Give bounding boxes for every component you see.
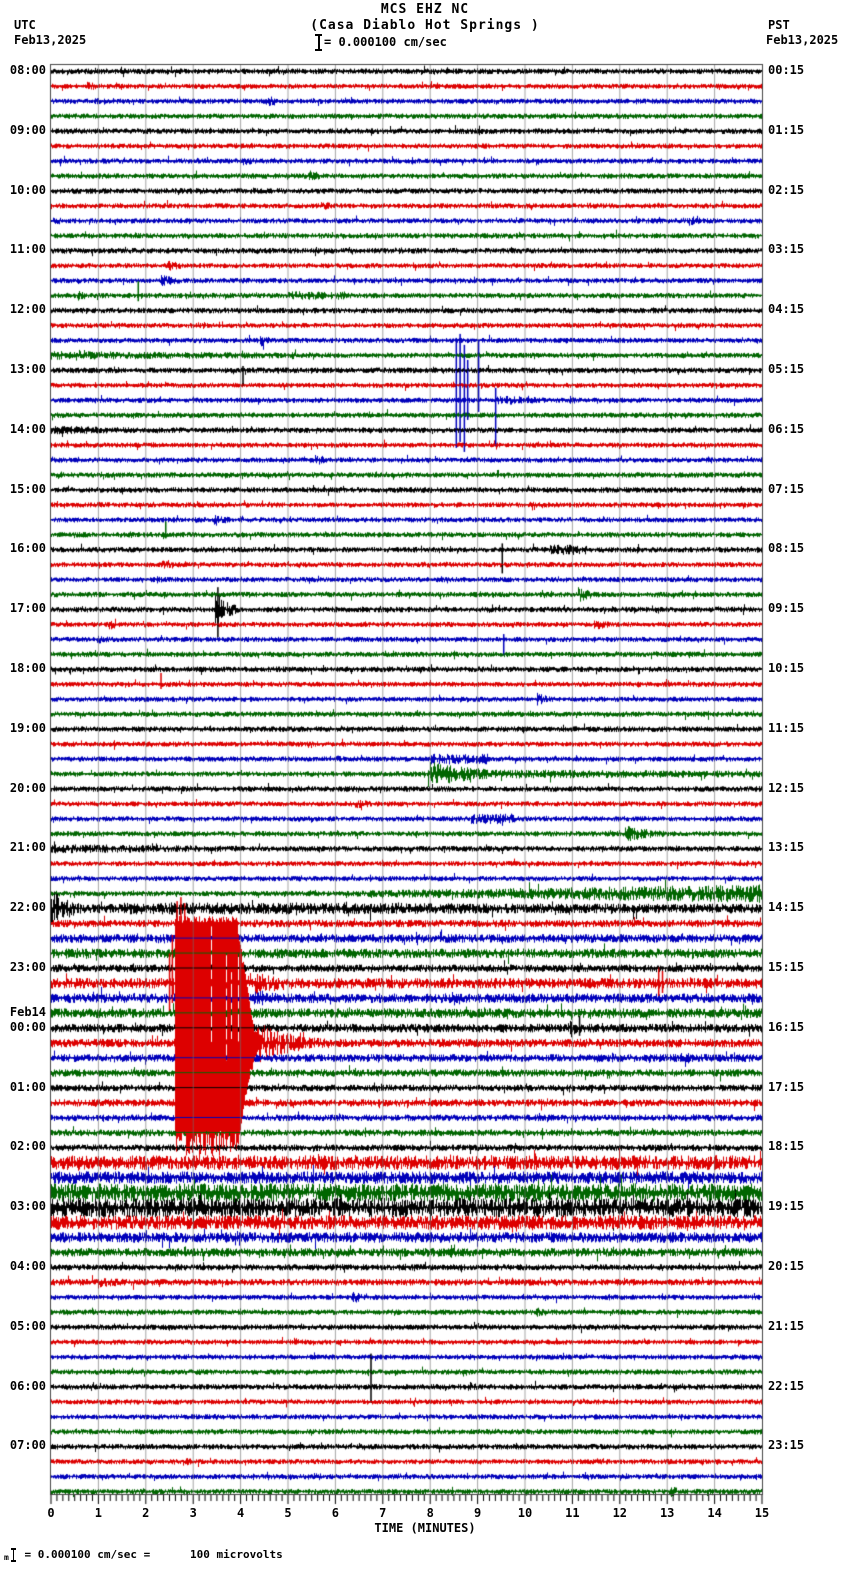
utc-hour-label: 22:00 [9,900,46,915]
pst-hour-label: 06:15 [768,421,805,436]
pst-hour-label: 07:15 [768,481,805,496]
utc-hour-label: 13:00 [9,362,46,376]
utc-hour-label: 21:00 [9,840,46,855]
footnote: m = 0.000100 cm/sec = 100 microvolts [4,1548,283,1562]
x-tick-label: 3 [189,1506,197,1520]
amplitude-scale-legend: = 0.000100 cm/sec [313,34,447,51]
x-tick-label: 12 [612,1506,628,1520]
pst-hour-label: 13:15 [768,840,805,855]
pst-hour-label: 20:15 [768,1259,805,1273]
x-tick-label: 15 [754,1506,770,1520]
utc-hour-label: 06:00 [9,1378,46,1393]
pst-hour-label: 02:15 [768,182,805,197]
utc-hour-label: 14:00 [9,421,46,436]
x-tick-label: 10 [517,1506,533,1520]
x-tick-label: 8 [426,1506,434,1520]
pst-hour-label: 14:15 [768,900,805,915]
utc-date-label: Feb13,2025 [14,33,87,47]
pst-hour-label: 12:15 [768,780,805,795]
x-tick-label: 5 [284,1506,292,1520]
utc-hour-label: 04:00 [9,1259,46,1273]
footnote-text: = 0.000100 cm/sec = 100 microvolts [17,1548,283,1561]
pst-hour-label: 15:15 [768,960,805,974]
scale-bar-icon [315,34,322,51]
x-tick-label: 7 [379,1506,387,1520]
pst-hour-label: 00:15 [768,63,805,77]
utc-date-change-label: Feb14 [9,1004,46,1019]
pst-hour-label: 04:15 [768,302,805,317]
x-tick-label: 0 [47,1506,55,1520]
utc-hour-label: 01:00 [9,1079,46,1094]
x-axis-title: TIME (MINUTES) [374,1521,476,1535]
utc-hour-label: 23:00 [9,960,46,974]
x-tick-label: 2 [142,1506,150,1520]
utc-hour-label: 09:00 [9,122,46,137]
utc-hour-label: 00:00 [9,1019,46,1034]
utc-hour-label: 19:00 [9,720,46,735]
x-tick-label: 14 [707,1506,722,1520]
utc-timezone-label: UTC [14,18,36,32]
pst-hour-label: 08:15 [768,541,805,556]
utc-hour-label: 10:00 [9,182,46,197]
utc-hour-label: 16:00 [9,541,46,556]
pst-hour-label: 16:15 [768,1019,805,1034]
utc-hour-label: 12:00 [9,302,46,317]
x-tick-label: 4 [236,1506,245,1520]
station-code-title: MCS EHZ NC [380,2,470,17]
utc-hour-label: 03:00 [9,1199,46,1214]
station-name-subtitle: (Casa Diablo Hot Springs ) [310,18,540,33]
utc-hour-label: 15:00 [9,481,46,496]
pst-hour-label: 19:15 [768,1199,805,1214]
pst-hour-label: 05:15 [768,362,805,376]
utc-hour-label: 08:00 [9,63,46,77]
x-tick-label: 6 [331,1506,339,1520]
pst-hour-label: 22:15 [768,1378,805,1393]
utc-hour-label: 11:00 [9,242,46,257]
x-tick-label: 11 [565,1506,580,1520]
pst-timezone-label: PST [768,18,790,32]
pst-hour-label: 01:15 [768,122,805,137]
x-tick-label: 1 [94,1506,102,1520]
x-tick-label: 13 [659,1506,675,1520]
pst-hour-label: 17:15 [768,1079,805,1094]
pst-hour-label: 10:15 [768,661,805,675]
pst-hour-label: 18:15 [768,1139,805,1154]
footnote-scale-bar-icon [10,1548,16,1562]
utc-hour-label: 07:00 [9,1438,46,1453]
pst-hour-label: 21:15 [768,1318,805,1333]
utc-hour-label: 02:00 [9,1139,46,1154]
utc-hour-label: 18:00 [9,661,46,675]
pst-date-label: Feb13,2025 [766,33,839,47]
pst-hour-label: 09:15 [768,601,805,616]
x-tick-label: 9 [473,1506,482,1520]
utc-hour-label: 17:00 [9,601,46,616]
footnote-prefix: m [4,1553,9,1562]
pst-hour-label: 11:15 [768,720,805,735]
utc-hour-label: 05:00 [9,1318,46,1333]
scale-text: = 0.000100 cm/sec [324,35,447,49]
pst-hour-label: 03:15 [768,242,805,257]
pst-hour-label: 23:15 [768,1438,805,1453]
utc-hour-label: 20:00 [9,780,46,795]
